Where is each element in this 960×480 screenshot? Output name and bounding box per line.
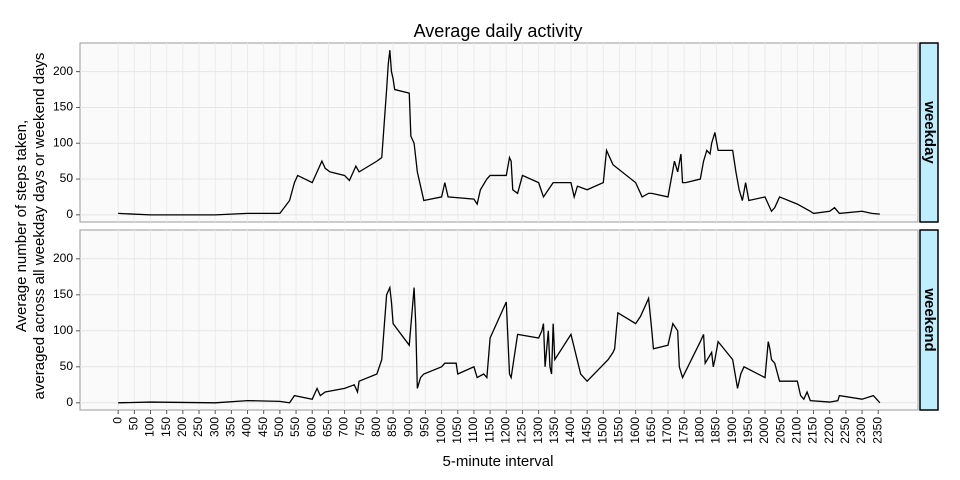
y-tick-label: 50 bbox=[60, 171, 74, 185]
x-tick-label: 0 bbox=[110, 417, 124, 424]
panel-background bbox=[79, 42, 919, 223]
x-tick-label: 1150 bbox=[482, 417, 496, 443]
x-tick-label: 1000 bbox=[434, 417, 448, 444]
x-tick-label: 2100 bbox=[790, 417, 804, 444]
x-tick-label: 950 bbox=[418, 417, 432, 437]
y-axis-label: averaged across all weekday days or week… bbox=[31, 53, 48, 400]
y-tick-label: 50 bbox=[60, 359, 74, 373]
x-tick-label: 2050 bbox=[773, 417, 787, 444]
x-tick-label: 150 bbox=[159, 417, 173, 437]
x-tick-label: 800 bbox=[369, 417, 383, 437]
chart-title: Average daily activity bbox=[414, 21, 583, 41]
x-tick-label: 250 bbox=[191, 417, 205, 437]
x-tick-label: 600 bbox=[304, 417, 318, 437]
x-tick-label: 1450 bbox=[579, 417, 593, 444]
y-tick-label: 200 bbox=[53, 251, 73, 265]
strip-label: weekday bbox=[921, 100, 938, 164]
strip-label: weekend bbox=[921, 287, 938, 351]
x-tick-label: 1850 bbox=[709, 417, 723, 444]
x-tick-label: 350 bbox=[224, 417, 238, 437]
x-tick-label: 1550 bbox=[612, 417, 626, 444]
x-tick-label: 1750 bbox=[676, 417, 690, 444]
x-tick-label: 400 bbox=[240, 417, 254, 437]
y-tick-label: 150 bbox=[53, 100, 73, 114]
x-tick-label: 1350 bbox=[547, 417, 561, 444]
data-line bbox=[118, 285, 881, 404]
x-tick-label: 2150 bbox=[806, 417, 820, 444]
y-tick-label: 0 bbox=[66, 207, 73, 221]
x-tick-label: 2350 bbox=[870, 417, 884, 444]
x-tick-label: 450 bbox=[256, 417, 270, 437]
y-axis-label: Average number of steps taken, bbox=[13, 120, 30, 332]
x-tick-label: 1300 bbox=[531, 417, 545, 444]
y-tick-label: 100 bbox=[53, 135, 73, 149]
x-tick-label: 200 bbox=[175, 417, 189, 437]
x-tick-label: 1400 bbox=[563, 417, 577, 444]
x-tick-label: 1800 bbox=[693, 417, 707, 444]
x-tick-label: 1050 bbox=[450, 417, 464, 444]
x-tick-label: 1600 bbox=[628, 417, 642, 444]
x-tick-label: 1500 bbox=[595, 417, 609, 444]
x-tick-label: 1650 bbox=[644, 417, 658, 444]
x-tick-label: 1900 bbox=[725, 417, 739, 444]
x-tick-label: 2300 bbox=[854, 417, 868, 444]
strip-background bbox=[919, 42, 939, 223]
x-tick-label: 50 bbox=[127, 417, 141, 431]
x-tick-label: 100 bbox=[143, 417, 157, 437]
y-tick-label: 100 bbox=[53, 323, 73, 337]
x-tick-label: 550 bbox=[288, 417, 302, 437]
x-tick-label: 2250 bbox=[838, 417, 852, 444]
x-tick-label: 900 bbox=[401, 417, 415, 437]
x-axis-label: 5-minute interval bbox=[443, 453, 554, 470]
x-tick-label: 1200 bbox=[498, 417, 512, 444]
x-tick-label: 1700 bbox=[660, 417, 674, 444]
x-tick-label: 2200 bbox=[822, 417, 836, 444]
x-tick-label: 500 bbox=[272, 417, 286, 437]
x-tick-label: 650 bbox=[321, 417, 335, 437]
x-tick-label: 1100 bbox=[466, 417, 480, 443]
x-tick-label: 750 bbox=[353, 417, 367, 437]
y-tick-label: 0 bbox=[66, 395, 73, 409]
x-tick-label: 300 bbox=[207, 417, 221, 437]
strip-background bbox=[919, 229, 939, 411]
x-tick-label: 2000 bbox=[757, 417, 771, 444]
data-line bbox=[118, 50, 880, 216]
y-tick-label: 150 bbox=[53, 287, 73, 301]
x-tick-label: 1250 bbox=[515, 417, 529, 444]
x-tick-label: 700 bbox=[337, 417, 351, 437]
panel-background bbox=[79, 229, 919, 411]
y-tick-label: 200 bbox=[53, 64, 73, 78]
x-tick-label: 850 bbox=[385, 417, 399, 437]
x-tick-label: 1950 bbox=[741, 417, 755, 444]
